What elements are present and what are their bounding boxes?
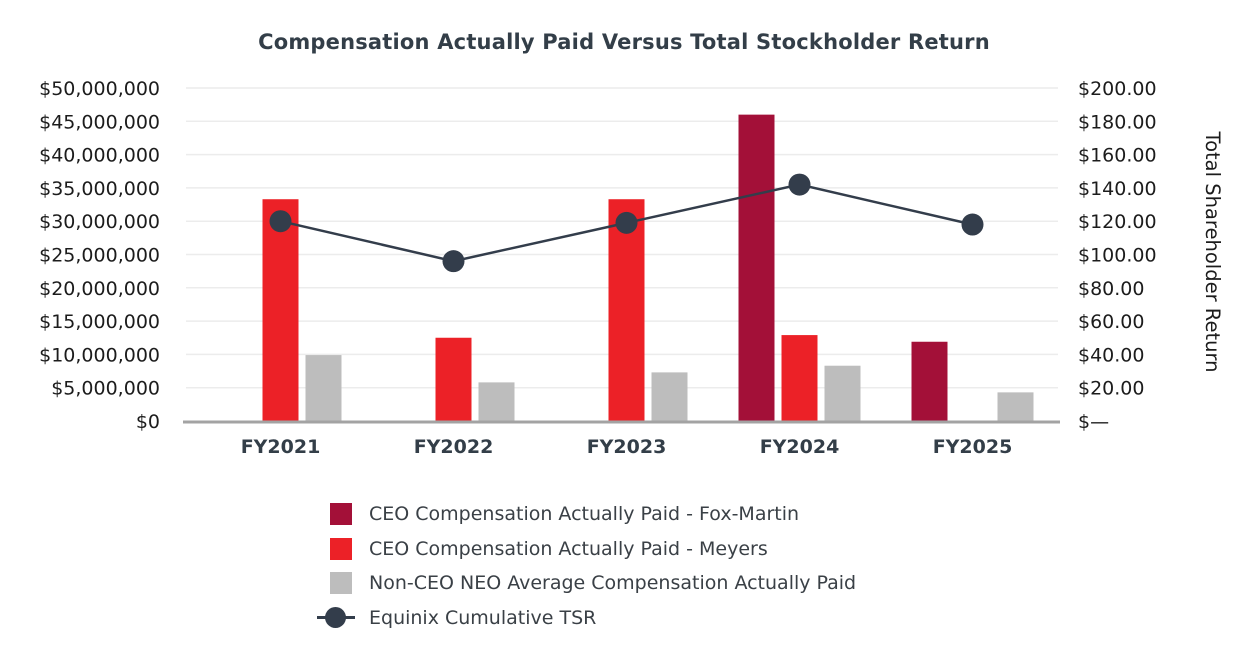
legend-label-tsr: Equinix Cumulative TSR: [369, 606, 597, 629]
right-axis-tick-label: $40.00: [1078, 344, 1144, 366]
legend-marker-cell: [317, 572, 367, 595]
legend-swatch-fox-martin-icon: [330, 503, 352, 526]
legend-marker-cell: [317, 607, 367, 629]
legend-label-meyers: CEO Compensation Actually Paid - Meyers: [369, 537, 768, 560]
chart-legend: CEO Compensation Actually Paid - Fox-Mar…: [317, 497, 856, 635]
left-axis-tick-label: $5,000,000: [51, 378, 160, 400]
right-axis-tick-label: $180.00: [1078, 111, 1157, 133]
bar-right-FY2023: [651, 372, 688, 421]
right-axis-tick-label: $80.00: [1078, 278, 1144, 300]
bar-right-FY2024: [824, 365, 861, 421]
left-axis-tick-label: $40,000,000: [39, 145, 160, 167]
right-axis-tick-label: $160.00: [1078, 145, 1157, 167]
left-axis-tick-label: $0: [136, 411, 160, 433]
x-axis-label-FY2023: FY2023: [587, 436, 667, 458]
legend-label-fox-martin: CEO Compensation Actually Paid - Fox-Mar…: [369, 503, 800, 526]
left-axis-tick-label: $20,000,000: [39, 278, 160, 300]
right-axis-title: Total Shareholder Return: [1201, 130, 1224, 372]
legend-swatch-non-ceo-icon: [330, 572, 352, 595]
legend-swatch-meyers-icon: [330, 537, 352, 560]
right-axis-tick-label: $120.00: [1078, 211, 1157, 233]
tsr-point-FY2025: [961, 213, 984, 236]
bar-center-FY2022: [435, 337, 472, 421]
left-axis-tick-label: $30,000,000: [39, 211, 160, 233]
tsr-point-FY2023: [615, 211, 638, 234]
x-axis-label-FY2022: FY2022: [414, 436, 494, 458]
right-axis-tick-label: $—: [1078, 411, 1109, 433]
tsr-point-FY2024: [788, 173, 811, 196]
tsr-point-FY2022: [442, 250, 465, 273]
right-axis-tick-label: $60.00: [1078, 311, 1144, 333]
legend-item-meyers: CEO Compensation Actually Paid - Meyers: [317, 532, 856, 567]
legend-item-tsr: Equinix Cumulative TSR: [317, 601, 856, 636]
bar-right-FY2022: [478, 382, 515, 421]
left-axis-tick-label: $15,000,000: [39, 311, 160, 333]
left-axis-tick-label: $35,000,000: [39, 178, 160, 200]
x-axis-label-FY2021: FY2021: [241, 436, 321, 458]
right-axis-tick-label: $100.00: [1078, 245, 1157, 267]
x-axis-label-FY2024: FY2024: [760, 436, 840, 458]
bar-right-FY2025: [997, 392, 1034, 421]
bar-left-FY2025: [911, 341, 948, 421]
right-axis-tick-label: $20.00: [1078, 378, 1144, 400]
right-axis-tick-label: $200.00: [1078, 78, 1157, 100]
legend-line-marker-icon: [317, 607, 355, 629]
bar-right-FY2021: [305, 355, 342, 421]
bar-left-FY2024: [738, 114, 775, 421]
x-axis-label-FY2025: FY2025: [933, 436, 1013, 458]
legend-item-fox-martin: CEO Compensation Actually Paid - Fox-Mar…: [317, 497, 856, 532]
left-axis-tick-label: $50,000,000: [39, 78, 160, 100]
tsr-point-FY2021: [269, 210, 292, 233]
bar-center-FY2023: [608, 199, 645, 421]
bar-center-FY2024: [781, 335, 818, 421]
left-axis-tick-label: $25,000,000: [39, 245, 160, 267]
legend-dot-marker-icon: [325, 607, 346, 629]
bar-center-FY2021: [262, 199, 299, 421]
right-axis-tick-label: $140.00: [1078, 178, 1157, 200]
chart-plot-svg: $0 $5,000,000 $10,000,000 $15,000,000 $20,00…: [39, 78, 1224, 458]
legend-label-non-ceo: Non-CEO NEO Average Compensation Actuall…: [369, 572, 857, 595]
legend-marker-cell: [317, 537, 367, 560]
legend-item-non-ceo: Non-CEO NEO Average Compensation Actuall…: [317, 566, 856, 601]
left-axis-tick-label: $10,000,000: [39, 344, 160, 366]
left-axis-tick-label: $45,000,000: [39, 111, 160, 133]
legend-marker-cell: [317, 503, 367, 526]
chart-title: Compensation Actually Paid Versus Total …: [258, 30, 990, 54]
